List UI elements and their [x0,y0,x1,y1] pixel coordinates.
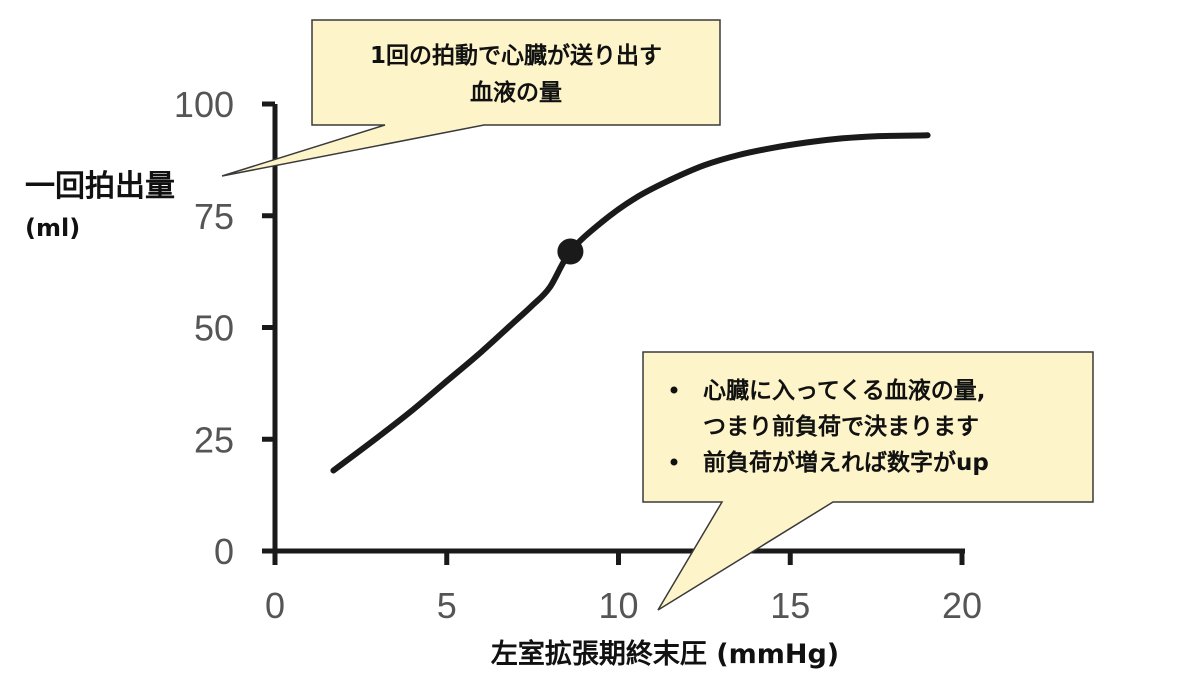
y-tick-label: 25 [194,419,234,460]
x-tick-label: 20 [942,585,982,626]
callout-bottom-bullet-1-line-1: 心臓に入ってくる血液の量, [703,377,985,404]
x-tick-label: 5 [437,585,457,626]
x-axis-title: 左室拡張期終末圧 (mmHg) [491,638,839,670]
y-tick-label: 0 [214,531,234,572]
callout-top-box [221,19,721,177]
callout-bottom: 心臓に入ってくる血液の量, つまり前負荷で決まります 前負荷が増えれば数字がup [642,351,1094,611]
x-tick-label: 15 [770,585,810,626]
x-tick-label: 10 [598,585,638,626]
x-tick-label: 0 [265,585,285,626]
y-axis-ticks: 0 25 50 75 100 [174,84,275,572]
callout-top-line-2: 血液の量 [470,79,562,106]
data-line-series [330,132,931,474]
callout-bottom-bullet-2-line-1: 前負荷が増えれば数字がup [703,449,989,476]
x-axis-ticks: 0 5 10 15 20 [265,551,982,626]
callout-top-line-1: 1回の拍動で心臓が送り出す [370,42,662,69]
bullet-1 [670,386,678,394]
data-marker-point [557,238,584,265]
y-axis-unit: (ml) [25,214,80,242]
callout-bottom-box [642,351,1094,611]
callout-bottom-bullet-1-line-2: つまり前負荷で決まります [703,413,979,440]
callout-top: 1回の拍動で心臓が送り出す 血液の量 [221,19,721,177]
y-tick-label: 75 [194,196,234,237]
y-axis-title: 一回拍出量 [25,169,175,204]
y-tick-label: 50 [194,308,234,349]
bullet-2 [670,458,678,466]
y-tick-label: 100 [174,84,234,125]
